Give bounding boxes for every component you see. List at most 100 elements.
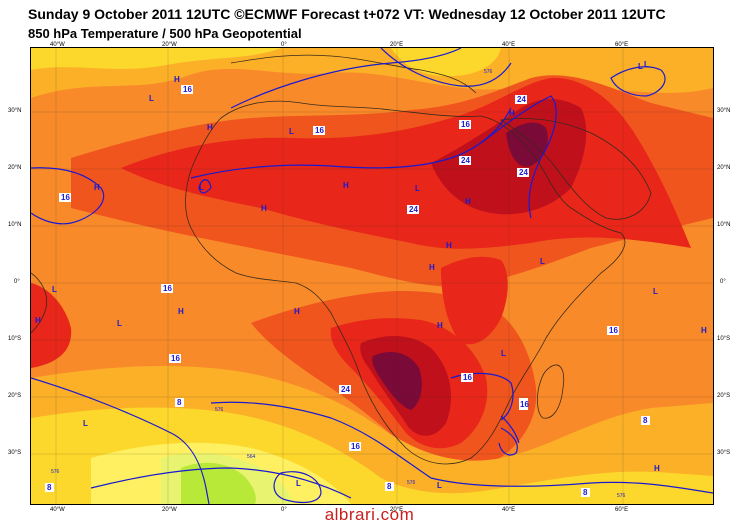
lat-tick-right-10n: 10°N: [717, 222, 731, 228]
lon-tick-bottom-40e: 40°E: [502, 507, 516, 513]
label-16-i: 16: [349, 442, 361, 451]
band-20-east-africa: [441, 256, 508, 345]
svg-text:16: 16: [183, 85, 192, 94]
lon-tick-top-0: 0°: [281, 42, 287, 48]
contour-labels: 16 16 16 16 16 16 16 16 16 16 24 24 24 2…: [45, 85, 650, 497]
svg-text:24: 24: [341, 385, 350, 394]
weather-map: 16 16 16 16 16 16 16 16 16 16 24 24 24 2…: [30, 47, 714, 505]
europe-coastline: [230, 54, 477, 94]
lat-tick-left-10n: 10°N: [8, 222, 22, 228]
svg-text:H: H: [94, 183, 100, 192]
svg-text:576: 576: [215, 407, 224, 413]
lon-tick-top-20e: 20°E: [390, 42, 404, 48]
lat-tick-right-0: 0°: [720, 279, 726, 285]
lon-tick-bottom-60e: 60°E: [615, 507, 629, 513]
svg-text:H: H: [429, 263, 435, 272]
lon-tick-top-20w: 20°W: [162, 42, 177, 48]
svg-text:L: L: [540, 257, 545, 266]
svg-text:16: 16: [463, 373, 472, 382]
svg-text:L: L: [415, 184, 420, 193]
svg-text:564: 564: [247, 454, 256, 460]
lat-tick-left-20n: 20°N: [8, 165, 22, 171]
svg-text:8: 8: [387, 482, 392, 491]
svg-text:576: 576: [407, 480, 416, 486]
label-16-d: 16: [459, 120, 471, 129]
svg-text:H: H: [465, 197, 471, 206]
band-4-north: [31, 48, 281, 70]
label-16-f: 16: [169, 354, 181, 363]
svg-text:576: 576: [51, 469, 60, 475]
svg-text:H: H: [509, 109, 515, 118]
svg-text:L: L: [199, 183, 204, 192]
lat-tick-left-30n: 30°N: [8, 108, 22, 114]
svg-text:H: H: [178, 307, 184, 316]
lat-tick-right-20s: 20°S: [717, 393, 731, 399]
svg-text:H: H: [294, 307, 300, 316]
svg-text:L: L: [296, 479, 301, 488]
chart-subtitle: 850 hPa Temperature / 500 hPa Geopotenti…: [28, 26, 302, 41]
svg-text:H: H: [261, 204, 267, 213]
lat-tick-left-30s: 30°S: [8, 450, 22, 456]
madagascar-coastline: [537, 364, 565, 419]
svg-text:24: 24: [461, 156, 470, 165]
label-24-e: 24: [515, 95, 527, 104]
svg-text:L: L: [289, 127, 294, 136]
label-16-b: 16: [313, 126, 325, 135]
lon-tick-top-40e: 40°E: [502, 42, 516, 48]
geopotential-labels: 576 576 576 576 576 564: [51, 69, 626, 499]
svg-text:8: 8: [47, 483, 52, 492]
svg-text:16: 16: [171, 354, 180, 363]
chart-title: Sunday 9 October 2011 12UTC ©ECMWF Forec…: [28, 6, 666, 22]
lon-tick-bottom-20e: 20°E: [390, 507, 404, 513]
lat-tick-right-10s: 10°S: [717, 336, 731, 342]
svg-text:H: H: [701, 326, 707, 335]
svg-text:16: 16: [315, 126, 324, 135]
lon-tick-top-40w: 40°W: [50, 42, 65, 48]
svg-text:16: 16: [61, 193, 70, 202]
label-8-d: 8: [641, 416, 650, 425]
lon-tick-bottom-40w: 40°W: [50, 507, 65, 513]
label-8-b: 8: [385, 482, 394, 491]
svg-text:H: H: [446, 241, 452, 250]
svg-text:16: 16: [520, 400, 529, 409]
svg-text:L: L: [437, 481, 442, 490]
svg-text:L: L: [117, 319, 122, 328]
svg-text:L: L: [653, 287, 658, 296]
svg-text:24: 24: [519, 168, 528, 177]
lat-tick-left-0: 0°: [14, 279, 20, 285]
lat-tick-right-30s: 30°S: [717, 450, 731, 456]
svg-text:H: H: [437, 321, 443, 330]
svg-text:8: 8: [583, 488, 588, 497]
svg-text:L: L: [149, 94, 154, 103]
label-8-a: 8: [175, 398, 184, 407]
label-8-c: 8: [581, 488, 590, 497]
geopotential-contours: [31, 48, 713, 504]
label-8-e: 8: [45, 483, 54, 492]
label-16-c: 16: [59, 193, 71, 202]
lat-tick-left-20s: 20°S: [8, 393, 22, 399]
watermark: albrari.com: [324, 505, 415, 524]
lon-tick-bottom-0: 0°: [281, 507, 287, 513]
band-4-north-east: [391, 48, 501, 77]
svg-text:L: L: [83, 419, 88, 428]
label-24-c: 24: [517, 168, 529, 177]
svg-text:8: 8: [177, 398, 182, 407]
label-16-a: 16: [181, 85, 193, 94]
svg-text:H: H: [654, 464, 660, 473]
label-16-e: 16: [161, 284, 173, 293]
svg-text:H: H: [207, 123, 213, 132]
label-24-d: 24: [339, 385, 351, 394]
label-16-h: 16: [461, 373, 473, 382]
map-canvas: 16 16 16 16 16 16 16 16 16 16 24 24 24 2…: [31, 48, 713, 504]
svg-text:24: 24: [517, 95, 526, 104]
pressure-centers: H L L H L H H H L H L L H L H H L L H H …: [35, 60, 707, 490]
lat-tick-left-10s: 10°S: [8, 336, 22, 342]
svg-text:16: 16: [609, 326, 618, 335]
band-28-nile: [506, 122, 548, 167]
south-america-coastline: [31, 272, 48, 334]
band-20-west-coast: [31, 283, 72, 368]
band-m2-south: [181, 462, 256, 504]
svg-text:576: 576: [617, 493, 626, 499]
band-24-sahara: [431, 99, 587, 215]
svg-text:24: 24: [409, 205, 418, 214]
